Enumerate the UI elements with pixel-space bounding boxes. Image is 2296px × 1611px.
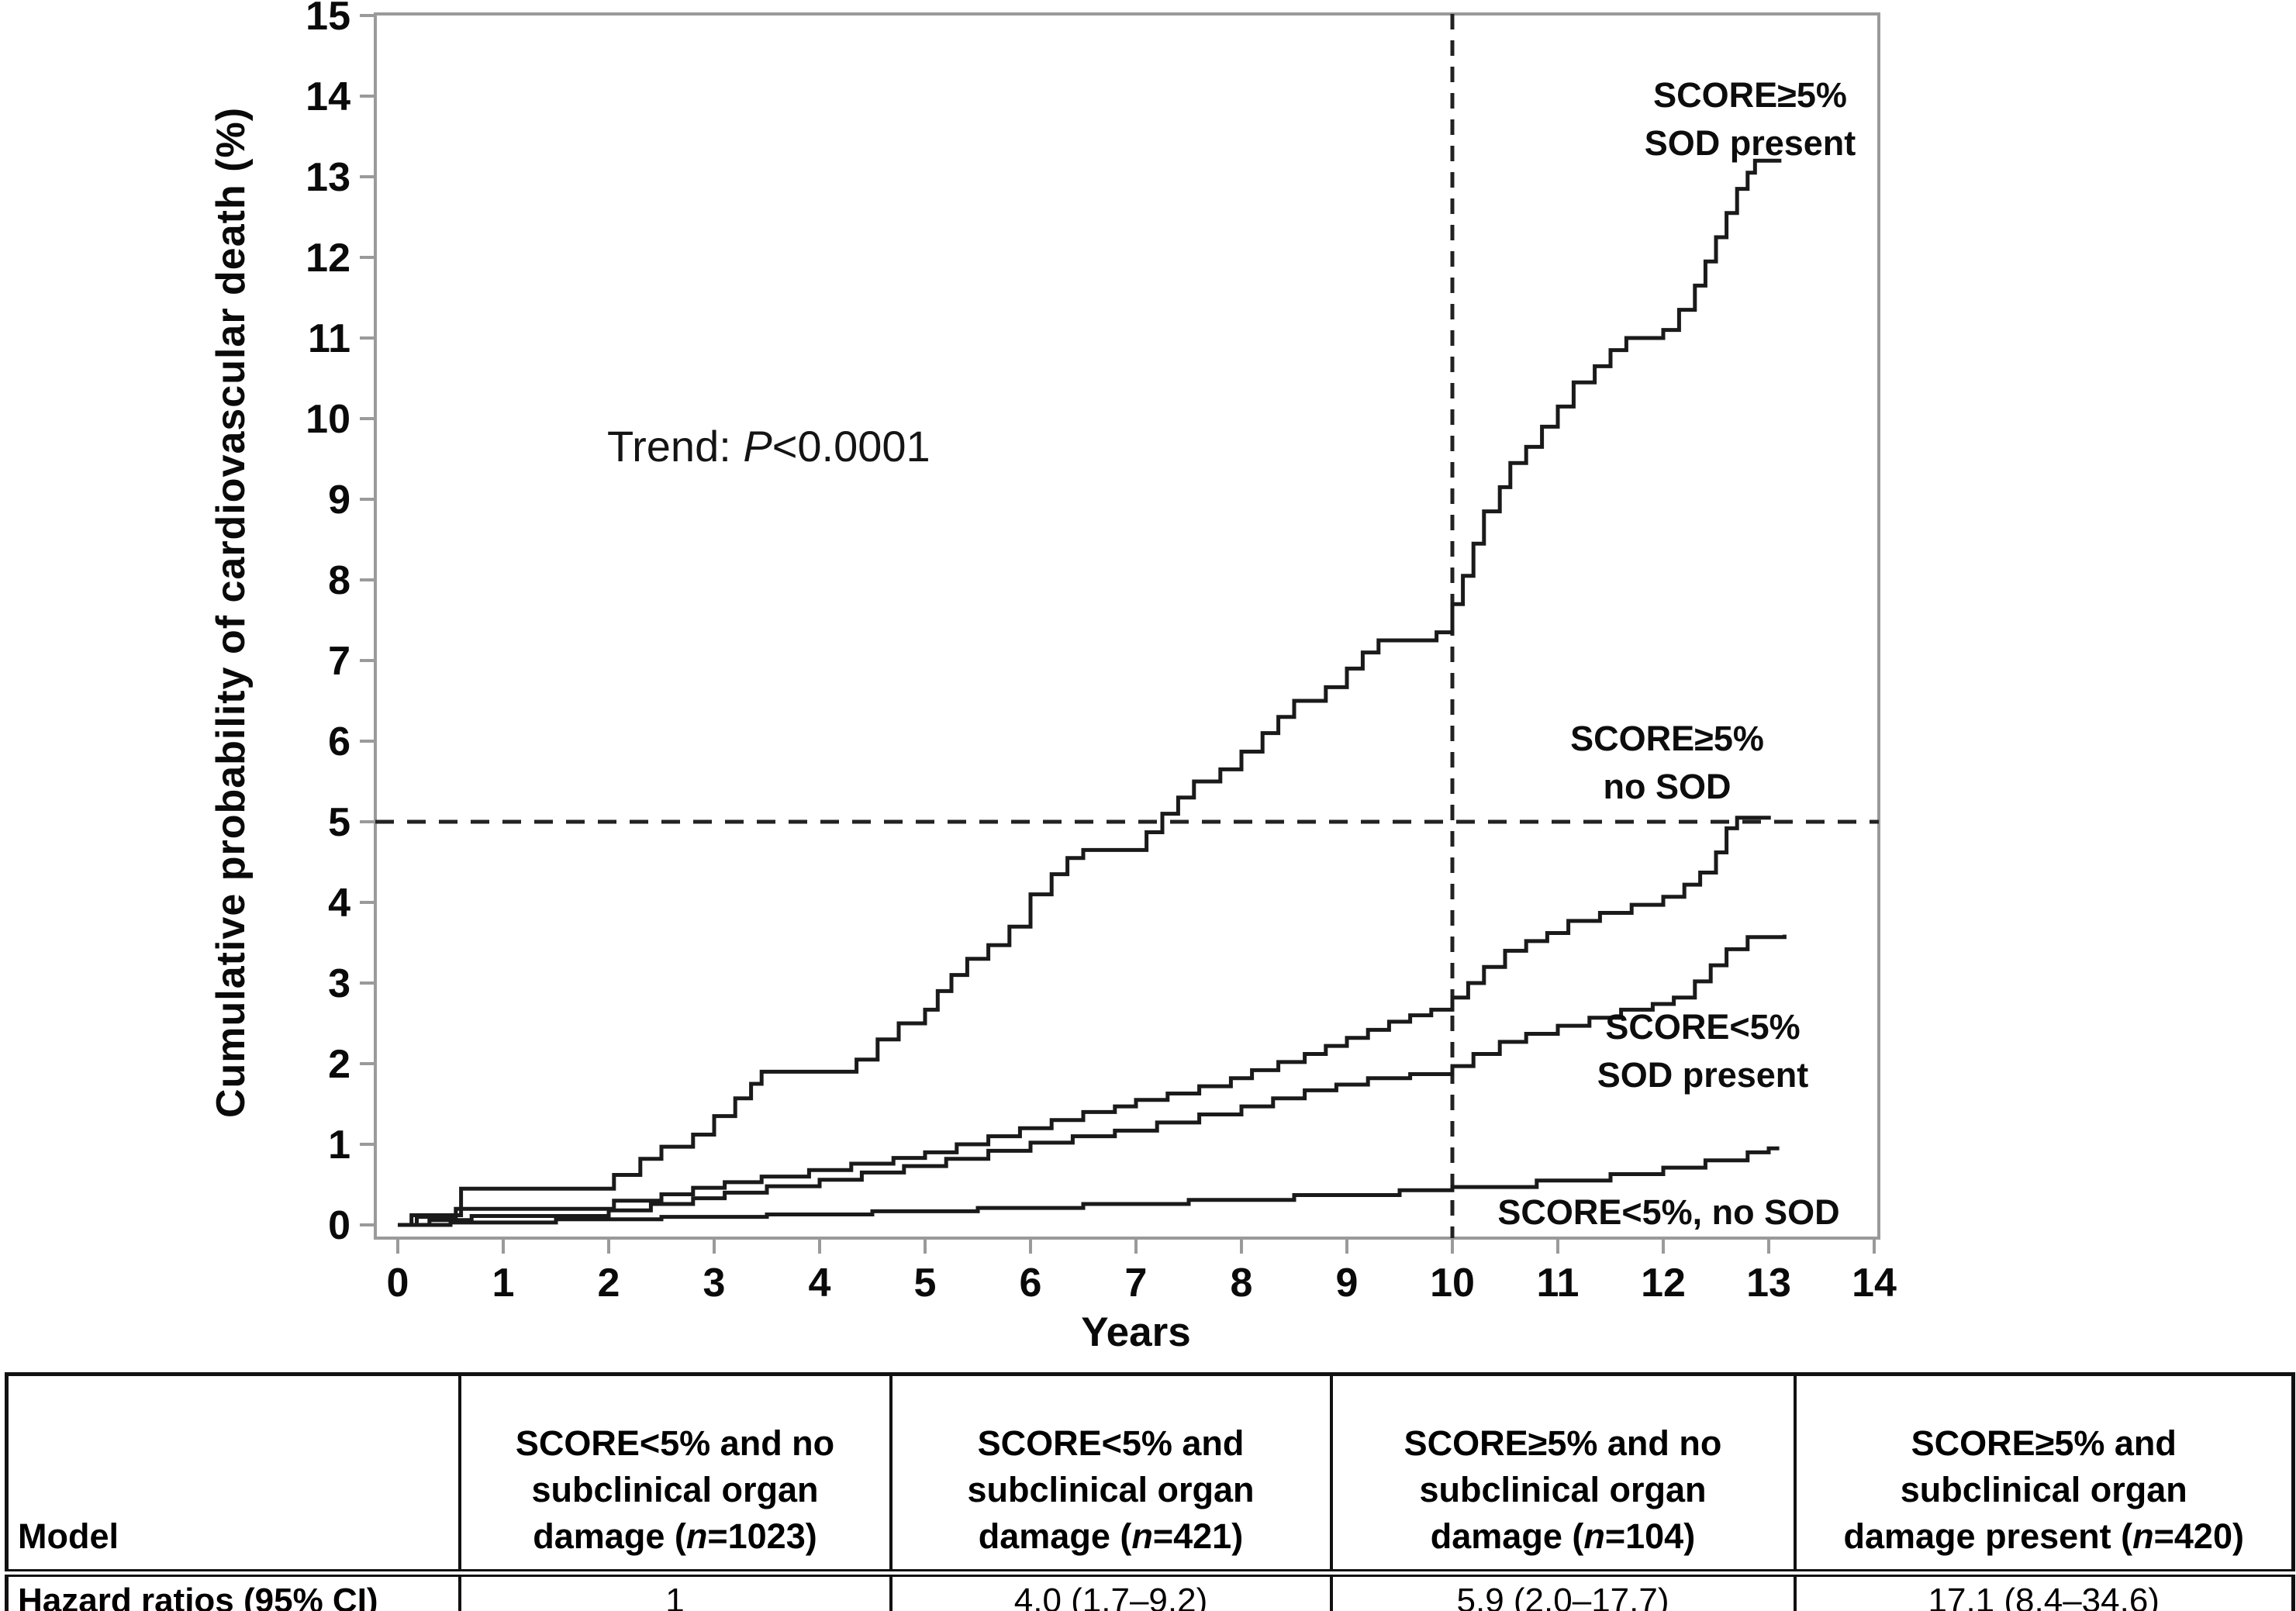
- curve-label-line: SCORE<5%: [1605, 1007, 1801, 1047]
- text-segment: subclinical organ: [531, 1470, 819, 1509]
- text-segment: P: [743, 422, 772, 471]
- x-axis-tick-label: 13: [1746, 1261, 1791, 1306]
- curve-label-line: SCORE≥5%: [1570, 719, 1764, 758]
- hazard-ratio-value: 5.9 (2.0–17.7): [1329, 1569, 1795, 1611]
- table-header-model: Model: [18, 1516, 119, 1556]
- x-axis-title: Years: [1081, 1309, 1191, 1355]
- curve-label-score-ge5-sod-present: SCORE≥5% SOD present: [1645, 71, 1856, 167]
- text-segment: =104): [1604, 1516, 1696, 1556]
- x-axis-tick-label: 0: [387, 1261, 409, 1306]
- hazard-ratio-value: 17.1 (8.4–34.6): [1793, 1569, 2294, 1611]
- y-axis-tick-label: 9: [328, 478, 350, 523]
- table-header-group-4: SCORE≥5% and subclinical organ damage pres…: [1793, 1374, 2294, 1573]
- curve-label-line: SOD present: [1597, 1055, 1809, 1095]
- text-segment: n: [1583, 1516, 1605, 1556]
- table-header-row: Model SCORE<5% and no subclinical organ da…: [7, 1374, 2294, 1573]
- hazard-ratio-table: Model SCORE<5% and no subclinical organ da…: [5, 1372, 2295, 1611]
- hazard-ratio-value: 1: [457, 1569, 891, 1611]
- curve-label-line: SOD present: [1644, 123, 1856, 163]
- table-header-group-2: SCORE<5% and subclinical organ damage (n=4…: [889, 1374, 1331, 1573]
- text-segment: =1023): [707, 1516, 817, 1556]
- plot-border: [374, 12, 1880, 1240]
- curve-label-line: SCORE≥5%: [1653, 75, 1847, 115]
- hazard-ratio-row-label: Hazard ratios (95% CI): [6, 1569, 460, 1611]
- text-segment: damage (: [533, 1516, 686, 1556]
- text-segment: subclinical organ: [1900, 1470, 2187, 1509]
- text-segment: n: [685, 1516, 708, 1556]
- table-header-group-1: SCORE<5% and no subclinical organ damage (…: [457, 1374, 891, 1573]
- curve-label-line: no SOD: [1603, 767, 1731, 806]
- y-axis-tick-label: 8: [328, 558, 350, 603]
- x-axis-tick-label: 7: [1125, 1261, 1148, 1306]
- text-segment: n: [2132, 1516, 2154, 1556]
- text-segment: n: [1131, 1516, 1153, 1556]
- y-axis-tick-label: 0: [328, 1203, 350, 1248]
- x-axis-tick-label: 2: [598, 1261, 620, 1306]
- text-segment: SCORE≥5% and no: [1403, 1423, 1722, 1463]
- curve-score-ge5-sod-present: [398, 158, 1782, 1227]
- y-axis-tick-label: 5: [328, 800, 350, 845]
- y-axis-tick-label: 11: [308, 316, 350, 361]
- trend-annotation: Trend: P<0.0001: [607, 421, 930, 471]
- hazard-ratio-value: 4.0 (1.7–9.2): [889, 1569, 1331, 1611]
- text-segment: damage (: [1430, 1516, 1584, 1556]
- y-axis-tick-label: 13: [306, 155, 350, 200]
- curve-label-score-lt5-no-sod: SCORE<5%, no SOD: [1497, 1188, 1839, 1237]
- text-segment: subclinical organ: [1419, 1470, 1707, 1509]
- curve-label-line: SCORE<5%, no SOD: [1497, 1192, 1840, 1232]
- text-segment: damage (: [978, 1516, 1132, 1556]
- text-segment: =420): [2153, 1516, 2244, 1556]
- y-axis-tick-label: 1: [328, 1123, 350, 1168]
- y-axis-tick-label: 15: [306, 0, 350, 39]
- table-header-group-3: SCORE≥5% and no subclinical organ damage (…: [1329, 1374, 1795, 1573]
- y-axis-title: Cumulative probability of cardiovascular…: [209, 106, 254, 1119]
- text-segment: <0.0001: [772, 422, 930, 471]
- curve-score-ge5-no-sod: [398, 816, 1771, 1227]
- x-axis-tick-label: 14: [1852, 1261, 1897, 1306]
- y-axis-tick-label: 12: [306, 236, 350, 281]
- curve-label-score-lt5-sod-present: SCORE<5% SOD present: [1597, 1003, 1809, 1099]
- text-segment: damage present (: [1843, 1516, 2133, 1556]
- x-axis-tick-label: 5: [914, 1261, 937, 1306]
- y-axis-tick-label: 10: [306, 397, 350, 442]
- x-axis-tick-label: 9: [1336, 1261, 1359, 1306]
- y-axis-tick-label: 7: [328, 639, 350, 684]
- curve-label-score-ge5-no-sod: SCORE≥5% no SOD: [1570, 715, 1764, 811]
- y-axis-tick-label: 3: [328, 961, 350, 1006]
- y-axis-tick-label: 4: [328, 881, 350, 926]
- x-axis-tick-label: 3: [703, 1261, 726, 1306]
- x-axis-tick-label: 6: [1020, 1261, 1042, 1306]
- text-segment: SCORE<5% and no: [515, 1423, 835, 1463]
- text-segment: SCORE<5% and: [977, 1423, 1245, 1463]
- table-row-hazard-ratios: Hazard ratios (95% CI) 1 4.0 (1.7–9.2) 5…: [6, 1569, 2294, 1611]
- curve-score-lt5-sod-present: [398, 934, 1787, 1227]
- x-axis-tick-label: 8: [1231, 1261, 1253, 1306]
- text-segment: =421): [1152, 1516, 1244, 1556]
- y-axis-tick-label: 6: [328, 719, 350, 764]
- text-segment: SCORE≥5% and: [1911, 1423, 2177, 1463]
- x-axis-tick-label: 11: [1537, 1261, 1580, 1306]
- x-axis-tick-label: 1: [492, 1261, 515, 1306]
- x-axis-tick-label: 10: [1430, 1261, 1475, 1306]
- text-segment: Trend:: [607, 422, 744, 471]
- x-axis-tick-label: 12: [1641, 1261, 1686, 1306]
- text-segment: subclinical organ: [967, 1470, 1255, 1509]
- y-axis-tick-label: 14: [306, 74, 350, 119]
- curve-score-lt5-no-sod: [398, 1146, 1780, 1227]
- y-axis-tick-label: 2: [328, 1042, 350, 1087]
- x-axis-tick-label: 4: [809, 1261, 831, 1306]
